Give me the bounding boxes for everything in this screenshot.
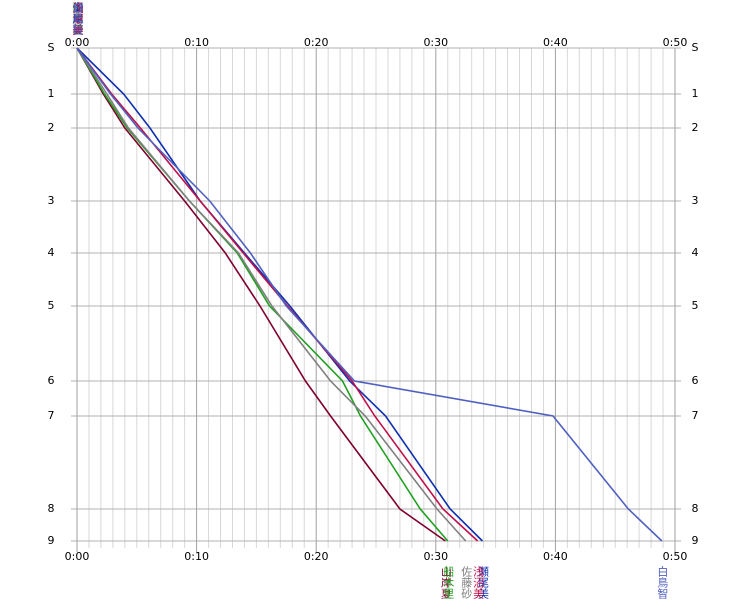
- runner-name: 瀬尾美: [71, 1, 84, 35]
- runner-name: 瀬尾美: [476, 565, 489, 599]
- y-tick-label: 9: [692, 534, 699, 547]
- y-tick-label: 9: [48, 534, 55, 547]
- x-tick-label: 0:50: [663, 36, 688, 49]
- series-line: [76, 47, 479, 542]
- x-tick-label: 0:30: [423, 36, 448, 49]
- x-tick-label: 0:40: [543, 36, 568, 49]
- series-line: [76, 47, 467, 542]
- runner-name: 山岸夏: [71, 2, 84, 35]
- y-tick-label: S: [692, 41, 699, 54]
- y-tick-label: 5: [692, 299, 699, 312]
- x-tick-label: 0:40: [543, 550, 568, 563]
- x-tick-label: 0:20: [304, 36, 329, 49]
- series-line: [76, 47, 446, 542]
- x-tick-label: 0:50: [663, 550, 688, 563]
- y-tick-label: 2: [48, 121, 55, 134]
- y-tick-label: 4: [692, 246, 699, 259]
- y-tick-label: 6: [692, 374, 699, 387]
- runner-name: 船木里: [71, 1, 84, 35]
- runner-name: 佐藤砂: [71, 1, 84, 36]
- y-tick-label: 1: [48, 87, 55, 100]
- x-tick-label: 0:00: [65, 550, 90, 563]
- y-tick-label: 8: [692, 502, 699, 515]
- x-tick-label: 0:30: [423, 550, 448, 563]
- x-tick-label: 0:00: [65, 36, 90, 49]
- y-tick-label: 6: [48, 374, 55, 387]
- runner-name: 山岸夏: [439, 566, 452, 599]
- x-tick-label: 0:20: [304, 550, 329, 563]
- series-line: [76, 47, 663, 542]
- series-line: [76, 47, 484, 542]
- y-tick-label: 7: [692, 409, 699, 422]
- y-tick-label: 5: [48, 299, 55, 312]
- series-line: [76, 47, 449, 542]
- runner-name: 白鳥智: [656, 565, 669, 600]
- x-tick-label: 0:10: [184, 36, 209, 49]
- y-tick-label: 2: [692, 121, 699, 134]
- runner-name: 浅沼美: [472, 566, 485, 599]
- runner-name: 白鳥智: [71, 1, 84, 36]
- y-tick-label: 3: [48, 194, 55, 207]
- y-tick-label: S: [48, 41, 55, 54]
- y-tick-label: 4: [48, 246, 55, 259]
- y-tick-label: 3: [692, 194, 699, 207]
- runner-name: 船木里: [442, 565, 455, 599]
- runner-name: 佐藤砂: [460, 565, 473, 600]
- runner-name: 浅沼美: [71, 2, 84, 35]
- y-tick-label: 7: [48, 409, 55, 422]
- y-tick-label: 8: [48, 502, 55, 515]
- y-tick-label: 1: [692, 87, 699, 100]
- x-tick-label: 0:10: [184, 550, 209, 563]
